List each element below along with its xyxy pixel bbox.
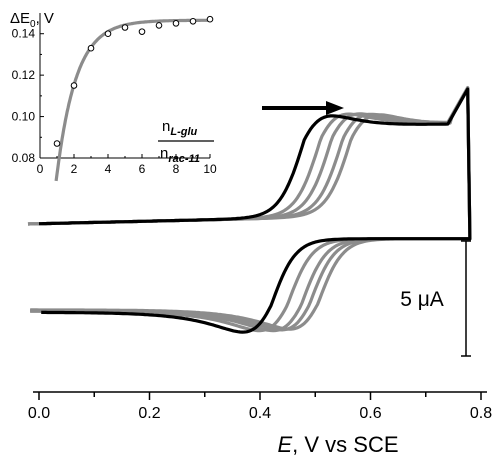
inset-data-point [70,82,78,89]
inset-fit-line [54,18,210,182]
main-x-ticks [38,392,482,400]
inset-x-tick-label: 0 [37,162,44,176]
inset-x-tick-labels: 0 2 4 6 8 10 [37,162,217,176]
scan-direction-arrow [262,101,344,115]
inset-data-point [189,17,197,25]
inset-y-tick-labels: 0.08 0.10 0.12 0.14 [12,27,36,165]
cv-series-line [39,87,472,334]
x-tick-label: 0.0 [28,405,50,422]
x-tick-label: 0.8 [470,405,492,422]
cv-curves [27,86,472,334]
x-tick-label: 0.2 [138,405,160,422]
main-x-axis: 0.0 0.2 0.4 0.6 0.8 E, V vs SCE [28,391,492,457]
current-scale-bar: 5 μA [400,240,471,357]
inset-points [53,15,214,147]
x-tick-label: 0.4 [249,405,271,422]
inset-x-tick-label: 2 [71,162,78,176]
inset-plot: ΔE0, V 0.08 0.10 0.12 0.14 0 2 4 6 8 10 … [10,10,217,182]
main-x-tick-labels: 0.0 0.2 0.4 0.6 0.8 [28,405,492,422]
x-axis-title-text: , V vs SCE [292,432,398,457]
inset-x-tick-label: 8 [173,162,180,176]
scale-bar-label: 5 μA [400,288,444,311]
inset-data-point [87,44,95,52]
inset-data-point [155,22,163,29]
inset-data-point [172,20,180,27]
inset-y-tick-label: 0.12 [12,68,36,82]
inset-y-tick-label: 0.08 [12,151,36,165]
x-tick-label: 0.6 [359,405,381,422]
inset-x-tick-label: 10 [203,162,217,176]
inset-data-point [206,15,214,23]
inset-axes [39,13,211,159]
inset-x-tick-label: 6 [139,162,146,176]
ratio-label: nL-glu nrac-11 [158,118,214,165]
inset-x-tick-label: 4 [105,162,112,176]
inset-y-tick-label: 0.14 [12,27,36,41]
inset-data-point [138,28,146,35]
ratio-denominator: nrac-11 [160,145,200,165]
ratio-numerator: nL-glu [162,118,198,138]
inset-data-point [121,24,129,31]
inset-y-tick-label: 0.10 [12,110,36,124]
inset-data-point [104,30,112,38]
x-axis-title: E, V vs SCE [277,432,398,457]
x-axis-title-symbol: E [277,432,292,457]
inset-fit-curve [54,18,210,182]
inset-data-point [53,140,61,147]
